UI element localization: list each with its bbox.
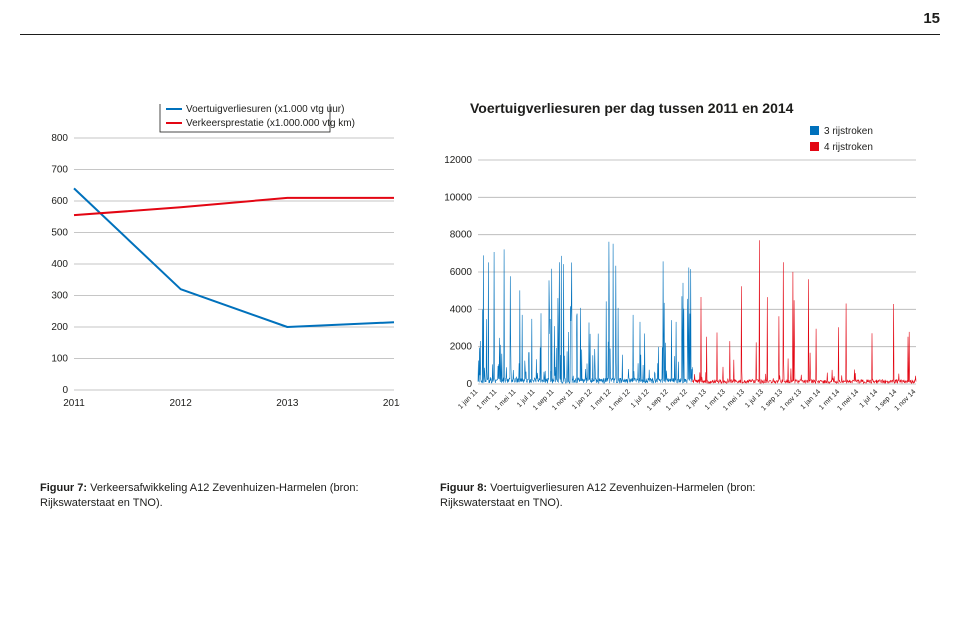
svg-text:8000: 8000 <box>450 230 473 241</box>
svg-text:4000: 4000 <box>450 304 473 315</box>
svg-text:10000: 10000 <box>444 192 472 203</box>
svg-text:100: 100 <box>51 354 68 365</box>
svg-text:3 rijstroken: 3 rijstroken <box>824 126 873 137</box>
svg-text:2011: 2011 <box>63 398 85 409</box>
right-chart-block: Voertuigverliesuren per dag tussen 2011 … <box>440 100 920 430</box>
svg-text:6000: 6000 <box>450 267 473 278</box>
svg-text:1 mei 13: 1 mei 13 <box>722 388 746 412</box>
right-caption-bold: Figuur 8: <box>440 482 487 494</box>
svg-text:1 mei 14: 1 mei 14 <box>836 388 860 412</box>
left-chart: 0 100 200 300 400 500 600 700 800 2011 2012 2013 201… <box>40 104 400 414</box>
svg-text:4 rijstroken: 4 rijstroken <box>824 142 873 153</box>
top-rule <box>20 34 940 35</box>
svg-text:0: 0 <box>62 385 68 396</box>
svg-text:Verkeersprestatie (x1.000.000: Verkeersprestatie (x1.000.000 vtg km) <box>186 118 355 129</box>
svg-text:500: 500 <box>51 228 68 239</box>
right-chart: 0200040006000800010000120001 jan 111 mrt… <box>440 120 920 430</box>
svg-text:400: 400 <box>51 259 68 270</box>
svg-text:200: 200 <box>51 322 68 333</box>
left-caption-rest: Verkeersafwikkeling A12 Zevenhuizen-Harm… <box>40 482 359 509</box>
svg-text:800: 800 <box>51 133 68 144</box>
svg-text:1 nov 11: 1 nov 11 <box>551 388 575 412</box>
svg-text:Voertuigverliesuren (x1.000 vt: Voertuigverliesuren (x1.000 vtg uur) <box>186 104 344 115</box>
right-caption: Figuur 8: Voertuigverliesuren A12 Zevenh… <box>440 481 800 511</box>
svg-text:1 nov 13: 1 nov 13 <box>779 388 803 412</box>
svg-text:300: 300 <box>51 291 68 302</box>
svg-text:1 nov 14: 1 nov 14 <box>893 388 917 412</box>
svg-text:1 mei 12: 1 mei 12 <box>608 388 632 412</box>
right-chart-title: Voertuigverliesuren per dag tussen 2011 … <box>470 100 920 116</box>
svg-text:0: 0 <box>466 379 472 390</box>
charts-row: 0 100 200 300 400 500 600 700 800 2011 2012 2013 201… <box>40 100 940 430</box>
svg-text:2014: 2014 <box>383 398 400 409</box>
svg-text:2000: 2000 <box>450 342 473 353</box>
left-caption-bold: Figuur 7: <box>40 482 87 494</box>
svg-text:600: 600 <box>51 196 68 207</box>
page-number: 15 <box>923 10 940 27</box>
svg-text:700: 700 <box>51 165 68 176</box>
left-caption: Figuur 7: Verkeersafwikkeling A12 Zevenh… <box>40 481 400 511</box>
caption-row: Figuur 7: Verkeersafwikkeling A12 Zevenh… <box>40 481 940 511</box>
right-caption-rest: Voertuigverliesuren A12 Zevenhuizen-Harm… <box>440 482 756 509</box>
svg-text:2012: 2012 <box>170 398 193 409</box>
svg-text:1 mei 11: 1 mei 11 <box>494 388 518 412</box>
svg-text:1 nov 12: 1 nov 12 <box>665 388 689 412</box>
left-chart-block: 0 100 200 300 400 500 600 700 800 2011 2012 2013 201… <box>40 100 400 430</box>
svg-text:12000: 12000 <box>444 155 472 166</box>
svg-text:2013: 2013 <box>276 398 299 409</box>
